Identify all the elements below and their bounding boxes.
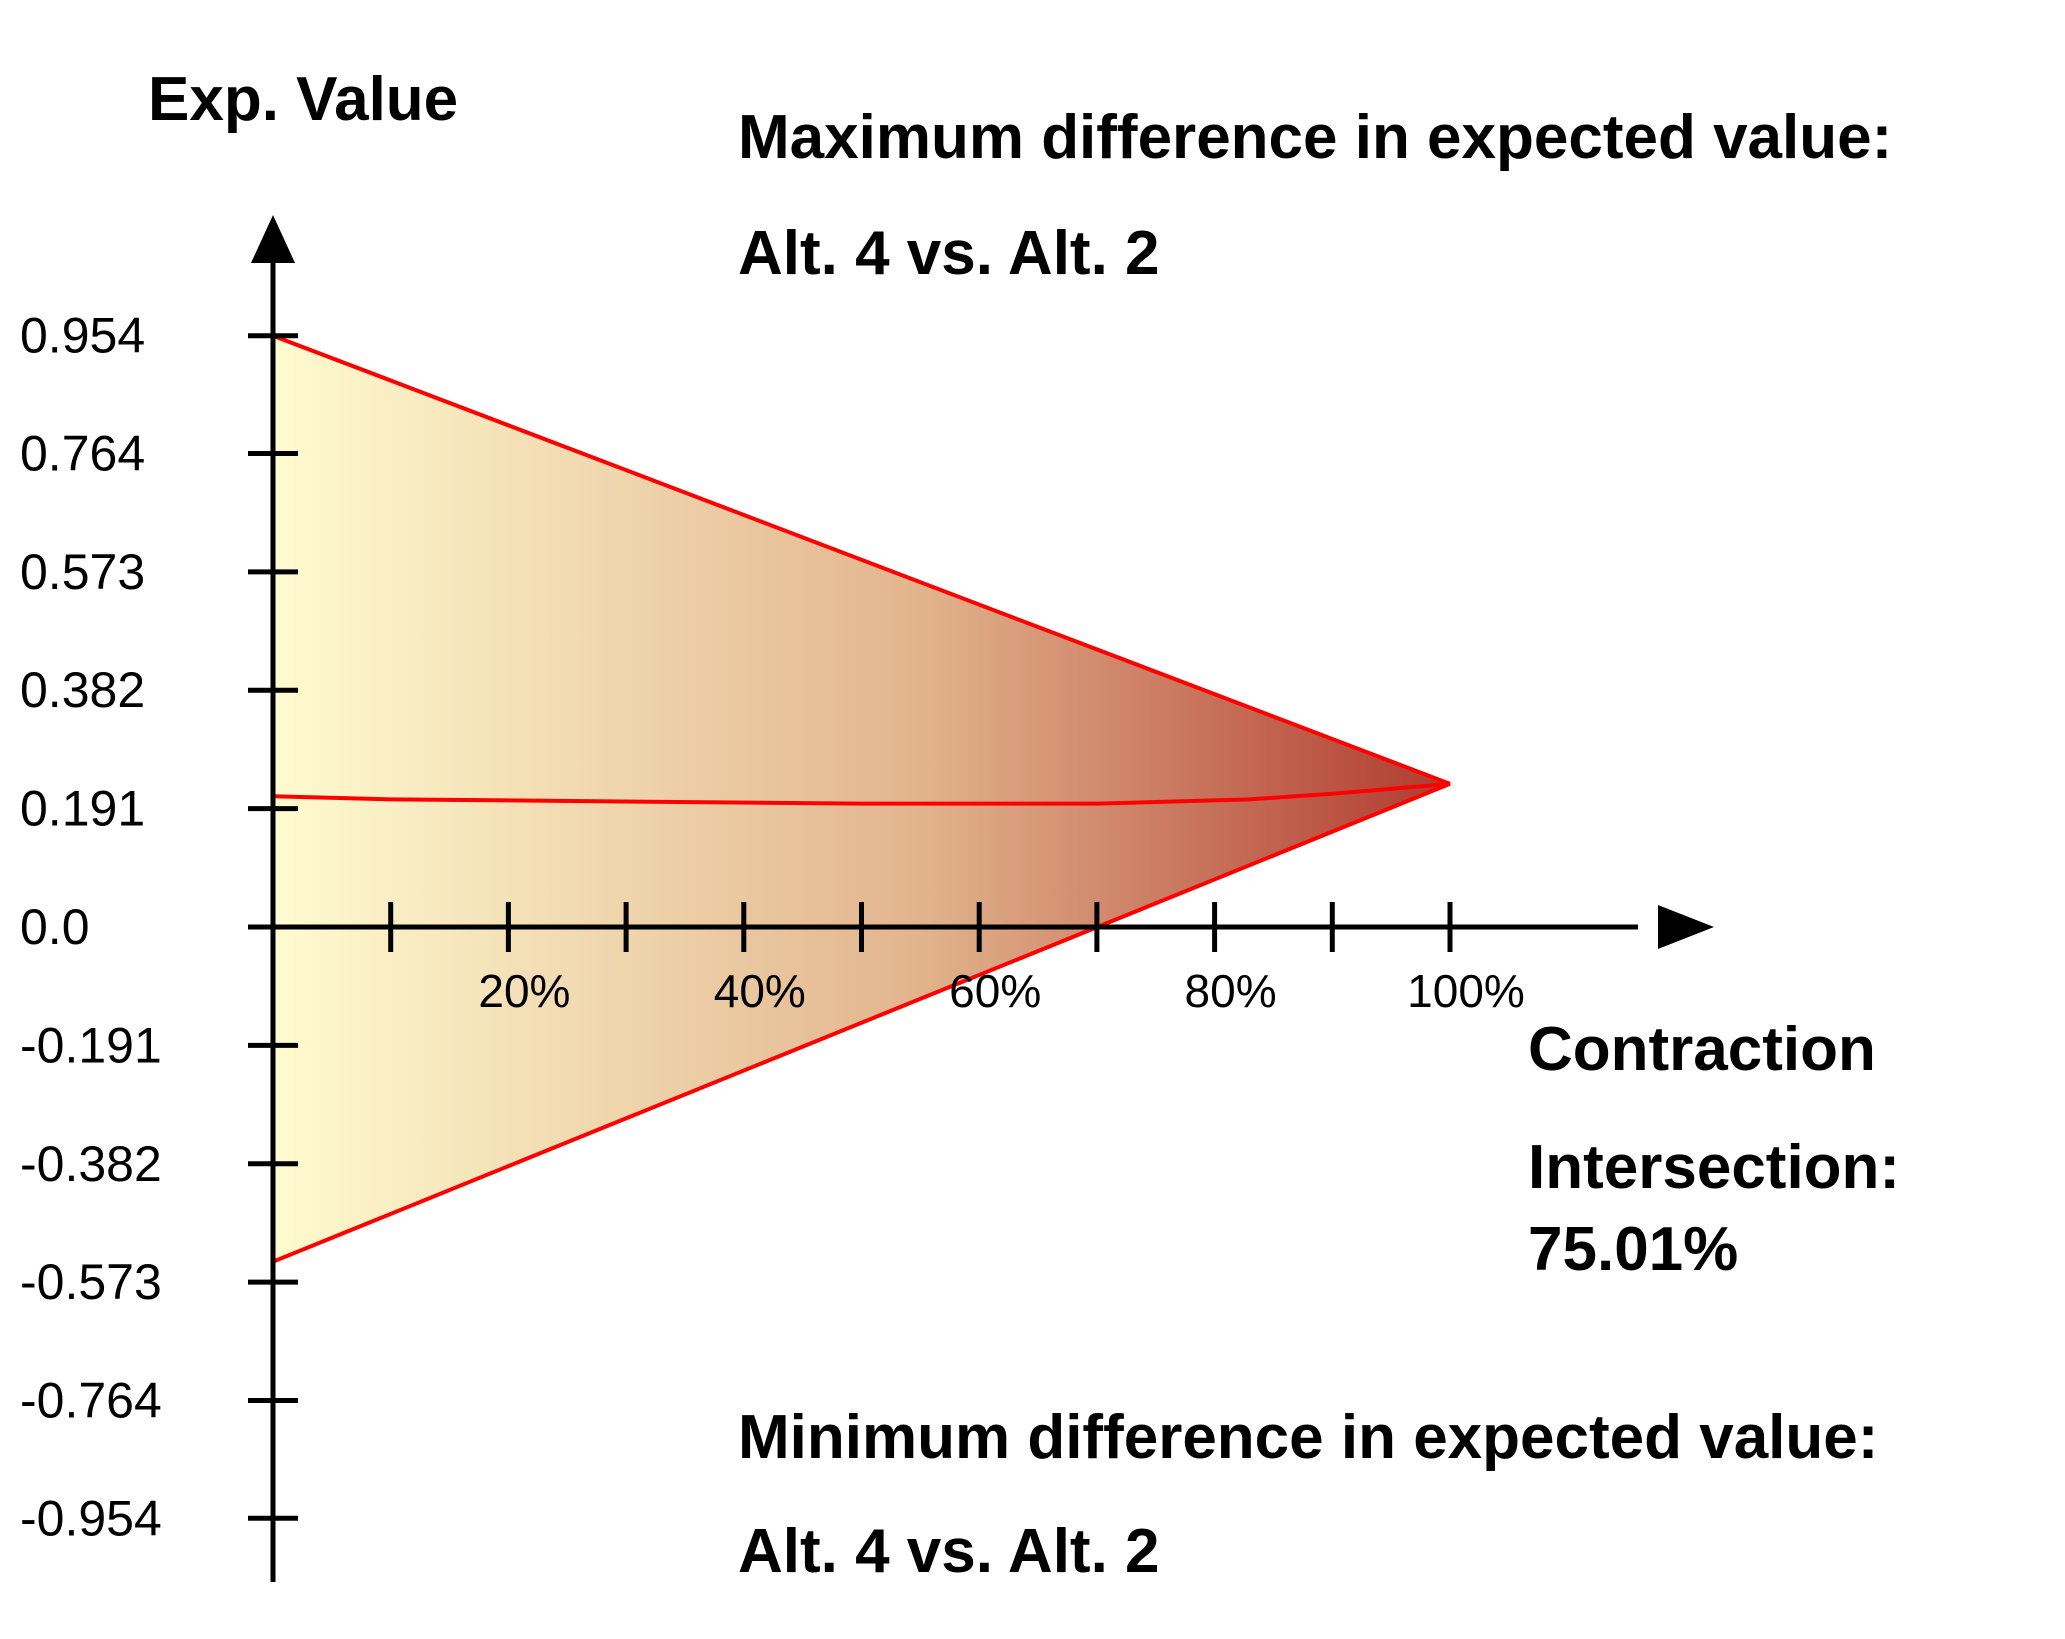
y-tick-label: -0.954 <box>20 1490 162 1546</box>
middle-difference-line <box>272 781 1451 806</box>
y-tick-label: 0.0 <box>20 899 90 955</box>
x-tick-label: 100% <box>1407 965 1525 1017</box>
y-tick-label: 0.191 <box>20 781 145 837</box>
y-tick-label: 0.573 <box>20 544 145 600</box>
y-axis-title: Exp. Value <box>148 65 458 134</box>
y-tick-label: -0.382 <box>20 1136 162 1192</box>
max-difference-line <box>272 333 1451 786</box>
y-tick-label: -0.573 <box>20 1254 162 1310</box>
y-tick-label: -0.764 <box>20 1373 162 1429</box>
y-tick-label: 0.954 <box>20 308 145 364</box>
y-tick-label: 0.764 <box>20 425 145 481</box>
max-difference-alternatives: Alt. 4 vs. Alt. 2 <box>738 219 1160 288</box>
x-axis-arrow-icon <box>1658 905 1714 949</box>
max-difference-title: Maximum difference in expected value: <box>738 103 1892 172</box>
x-tick-label: 80% <box>1185 965 1277 1017</box>
y-tick-label: -0.191 <box>20 1017 162 1073</box>
x-axis-title: Contraction <box>1528 1015 1876 1084</box>
intersection-value: 75.01% <box>1528 1215 1738 1284</box>
intersection-label: Intersection: <box>1528 1133 1900 1202</box>
difference-envelope-area <box>273 335 1450 1262</box>
y-tick-label: 0.382 <box>20 662 145 718</box>
min-difference-line <box>272 781 1451 1264</box>
min-difference-alternatives: Alt. 4 vs. Alt. 2 <box>738 1517 1160 1586</box>
y-axis-arrow-icon <box>251 215 295 263</box>
x-tick-label: 40% <box>714 965 806 1017</box>
min-difference-title: Minimum difference in expected value: <box>738 1403 1878 1472</box>
x-tick-label: 60% <box>949 965 1041 1017</box>
x-tick-label: 20% <box>478 965 570 1017</box>
